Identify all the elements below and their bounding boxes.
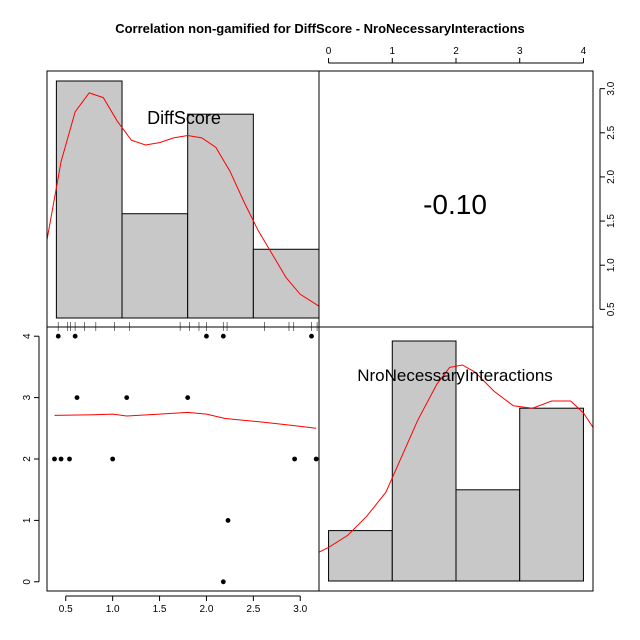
- diffscore-hist-bar: [55, 80, 123, 319]
- panel-scatter: [52, 333, 319, 585]
- panel-interactions-histogram: [318, 340, 594, 582]
- diffscore-hist-bar: [121, 213, 189, 319]
- right-tick-label: 2.5: [606, 125, 617, 139]
- top-tick-label: 2: [453, 46, 459, 57]
- right-tick-label: 3.0: [606, 81, 617, 95]
- top-tick-label: 3: [517, 46, 523, 57]
- left-tick-label: 0: [22, 579, 33, 585]
- scatter-point: [58, 456, 64, 462]
- chart-title: Correlation non-gamified for DiffScore -…: [115, 21, 525, 36]
- scatter-point: [225, 517, 231, 523]
- bottom-tick-label: 1.5: [153, 604, 167, 615]
- left-tick-label: 3: [22, 394, 33, 400]
- bottom-tick-label: 0.5: [59, 604, 73, 615]
- right-tick-label: 0.5: [606, 302, 617, 316]
- smooth-line: [54, 411, 317, 429]
- axes: 0.5 1.0 1.5 2.0 2.5 3.0 0 1 2 3 4 0 1 2 3 4 0.5 1.0 1.5 2.0…: [22, 46, 617, 615]
- panel-border: [46, 326, 320, 592]
- scatter-point: [110, 456, 116, 462]
- scatter-point: [72, 333, 78, 339]
- diffscore-label: DiffScore: [147, 108, 221, 128]
- scatter-point: [292, 456, 298, 462]
- scatter-point: [220, 333, 226, 339]
- scatter-point: [185, 395, 191, 401]
- interactions-hist-bar: [455, 489, 521, 582]
- interactions-label: NroNecessaryInteractions: [357, 366, 553, 385]
- left-tick-label: 4: [22, 333, 33, 339]
- diffscore-hist-bar: [187, 113, 254, 319]
- scatter-point: [74, 395, 80, 401]
- bottom-tick-label: 2.5: [246, 604, 260, 615]
- scatter-point: [124, 395, 130, 401]
- panel-diffscore-histogram: [46, 80, 320, 331]
- bottom-tick-label: 2.0: [199, 604, 213, 615]
- bottom-tick-label: 3.0: [293, 604, 307, 615]
- scatter-point: [220, 579, 226, 585]
- right-tick-label: 1.5: [606, 214, 617, 228]
- diffscore-density-line: [46, 92, 320, 307]
- left-tick-label: 1: [22, 517, 33, 523]
- top-tick-label: 4: [581, 46, 587, 57]
- panel-border: [318, 326, 594, 592]
- right-tick-label: 1.0: [606, 258, 617, 272]
- scatter-point: [309, 333, 314, 339]
- interactions-density-line: [318, 364, 594, 553]
- top-tick-label: 0: [326, 46, 332, 57]
- scatter-point: [67, 456, 72, 462]
- interactions-hist-bar: [328, 530, 393, 582]
- correlation-value: -0.10: [423, 189, 487, 220]
- diffscore-hist-bar: [252, 248, 320, 319]
- scatter-point: [204, 333, 209, 339]
- bottom-tick-label: 1.0: [106, 604, 120, 615]
- scatter-point: [52, 456, 57, 462]
- scatter-point: [313, 456, 319, 462]
- top-tick-label: 1: [389, 46, 395, 57]
- interactions-hist-bar: [391, 340, 457, 582]
- right-tick-label: 2.0: [606, 170, 617, 184]
- scatter-point: [55, 333, 61, 339]
- left-tick-label: 2: [22, 456, 33, 462]
- interactions-hist-bar: [519, 407, 584, 582]
